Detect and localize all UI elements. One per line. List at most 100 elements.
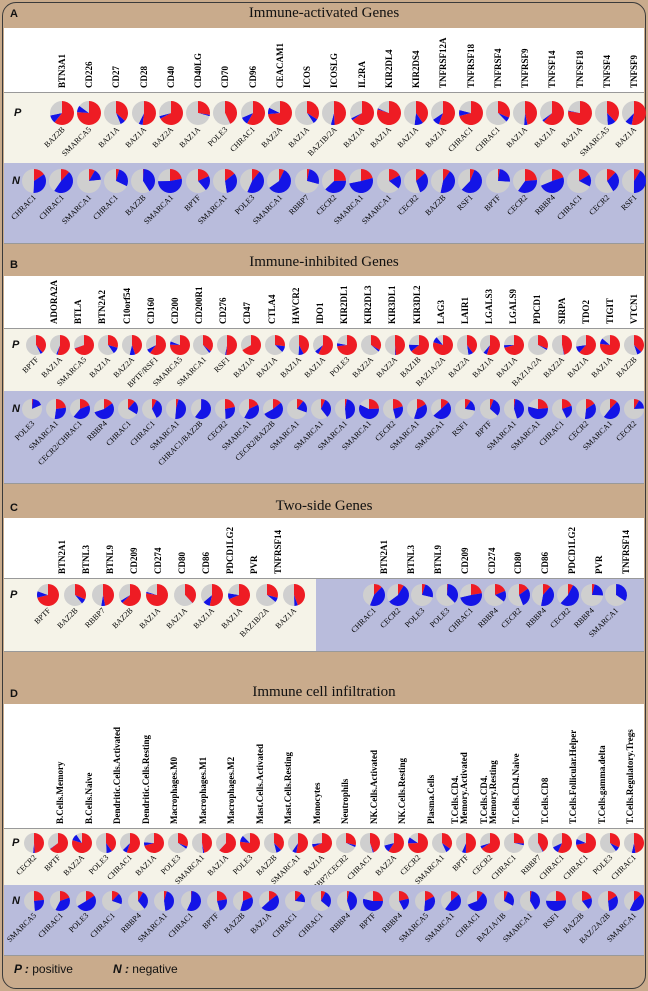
- pie-slice-negative: [480, 843, 490, 849]
- pie-slice-positive: [307, 101, 320, 120]
- protein-label: CECR2: [14, 853, 39, 877]
- pie-chart: [166, 399, 187, 419]
- pie-slice-neutral: [64, 584, 83, 606]
- cell-type-label: T.Cells.CD4.: [478, 775, 489, 824]
- pie-chart: [431, 399, 452, 419]
- pie-slice-neutral: [571, 891, 588, 911]
- pie-slice-negative: [146, 591, 158, 595]
- pie-chart: [46, 399, 67, 419]
- pie-slice-positive: [144, 833, 164, 853]
- protein-label: BPTF: [482, 193, 503, 213]
- pie-slice-negative: [616, 584, 627, 602]
- cell-type-label: B.Cells.Memory: [55, 761, 65, 824]
- pie-slice-positive: [388, 169, 400, 181]
- pie-chart: [267, 101, 292, 125]
- pie-chart: [552, 833, 572, 853]
- section-d-letter: D: [10, 688, 18, 700]
- pie-slice-negative: [266, 595, 278, 603]
- pie-slice-neutral: [552, 833, 562, 848]
- pie-slice-neutral: [50, 101, 62, 116]
- pie-slice-negative: [75, 595, 86, 604]
- pie-slice-positive: [50, 833, 68, 853]
- pie-slice-neutral: [262, 399, 273, 414]
- pie-chart: [504, 335, 525, 355]
- pie-slice-positive: [209, 584, 223, 606]
- protein-label: CHRAC1: [446, 606, 476, 635]
- pie-slice-positive: [296, 399, 304, 409]
- pie-slice-positive: [226, 335, 238, 355]
- pie-slice-neutral: [269, 101, 280, 113]
- pie-slice-negative: [504, 345, 515, 348]
- legend-p-text: positive: [32, 962, 73, 976]
- protein-label: BAZ2A: [259, 125, 285, 150]
- pie-slice-negative: [414, 113, 423, 125]
- pie-slice-positive: [61, 169, 70, 181]
- section-b-negative-row: N POLE3 SMARCA1 CECR2/CHRAC1 RBBP4 CHRAC1 CHRA…: [4, 391, 644, 484]
- pie-slice-positive: [410, 335, 429, 355]
- pie-slice-negative: [503, 891, 514, 906]
- pie-chart: [335, 399, 356, 419]
- pie-chart: [313, 335, 334, 355]
- gene-label: KIR2DL1: [339, 285, 349, 324]
- pie-slice-negative: [73, 405, 91, 419]
- protein-label: CHRAC1: [446, 125, 475, 154]
- pie-slice-negative: [408, 344, 419, 352]
- gene-label: TNFRSF9: [520, 48, 531, 88]
- pie-slice-neutral: [79, 101, 90, 113]
- pie-slice-negative: [74, 345, 84, 349]
- protein-label: BAZ2A: [150, 125, 176, 150]
- pie-slice-neutral: [624, 891, 634, 911]
- pie-slice-neutral: [145, 335, 156, 350]
- pie-chart: [255, 584, 278, 606]
- pie-slice-negative: [466, 345, 473, 355]
- pie-slice-neutral: [94, 399, 105, 413]
- pie-chart: [485, 101, 510, 125]
- pie-chart: [312, 833, 332, 853]
- gene-label: TDO2: [580, 299, 591, 324]
- pie-chart: [459, 584, 482, 606]
- pie-slice-positive: [543, 584, 551, 595]
- pie-slice-negative: [581, 898, 592, 909]
- negative-row-label: N: [12, 895, 20, 907]
- gene-label: CD40: [165, 66, 176, 88]
- pie-slice-neutral: [158, 169, 171, 182]
- pie-slice-negative: [107, 345, 118, 354]
- pie-chart: [128, 891, 149, 911]
- pie-slice-negative: [610, 843, 619, 852]
- cell-type-label: B.Cells.Naive: [83, 772, 94, 825]
- protein-label: BAZ2A: [446, 355, 471, 380]
- pie-slice-neutral: [102, 891, 122, 911]
- pie-slice-negative: [240, 835, 250, 843]
- pie-slice-negative: [422, 584, 434, 598]
- protein-label: BAZ1A: [559, 125, 584, 150]
- pie-slice-negative: [307, 113, 318, 124]
- pie-chart: [289, 335, 310, 355]
- pie-slice-negative: [56, 345, 60, 355]
- pie-slice-neutral: [206, 891, 220, 911]
- pie-slice-positive: [56, 399, 66, 409]
- pie-slice-neutral: [265, 335, 283, 355]
- pie-slice-neutral: [212, 169, 227, 193]
- pie-slice-neutral: [294, 169, 319, 193]
- pie-chart: [146, 584, 169, 606]
- pie-slice-positive: [606, 101, 619, 122]
- pie-slice-negative: [158, 178, 183, 193]
- pie-slice-positive: [562, 335, 573, 355]
- pie-slice-positive: [318, 335, 334, 355]
- pie-slice-neutral: [622, 169, 634, 193]
- pie-slice-negative: [483, 345, 491, 355]
- protein-label: CHRAC1: [296, 911, 326, 940]
- pie-slice-negative: [33, 174, 46, 193]
- pie-chart: [575, 399, 596, 419]
- pie-chart: [310, 891, 331, 911]
- pie-slice-negative: [184, 595, 193, 604]
- pie-chart: [594, 101, 619, 125]
- protein-label: CECR2: [614, 419, 639, 443]
- pie-chart: [206, 891, 227, 911]
- pie-slice-negative: [274, 843, 282, 853]
- pie-slice-neutral: [166, 399, 177, 419]
- pie-chart: [622, 169, 646, 193]
- pie-chart: [240, 169, 265, 193]
- pie-chart: [435, 584, 458, 606]
- pie-chart: [622, 101, 646, 125]
